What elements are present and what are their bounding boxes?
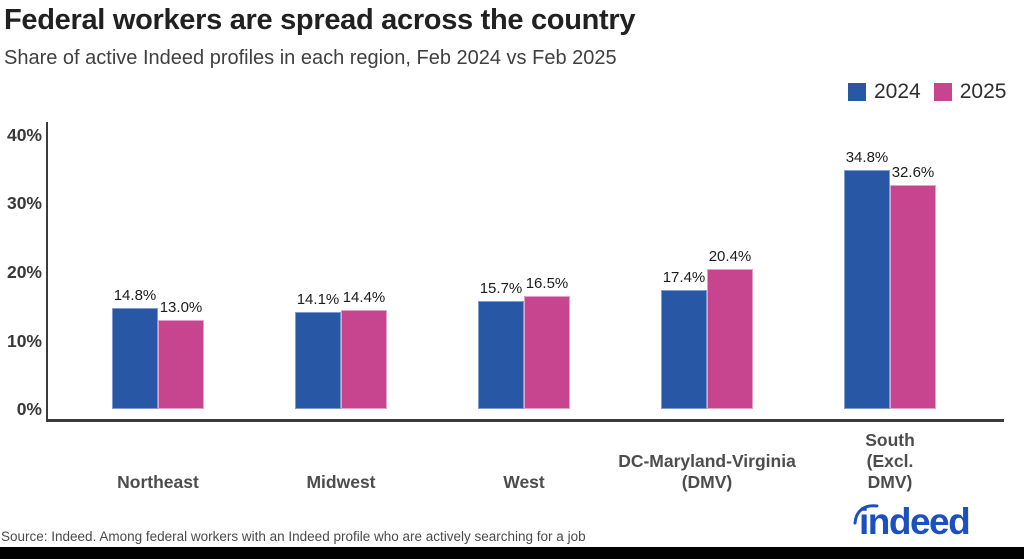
bar-value-label: 14.1% <box>296 291 340 309</box>
legend-item-2025: 2025 <box>933 80 1007 103</box>
bar-2025-dc-maryland-virginia-dmv <box>707 269 753 410</box>
bar-value-label: 16.5% <box>525 274 569 292</box>
category-label-west: West <box>503 472 545 492</box>
y-tick-label: 40% <box>6 124 42 145</box>
bar-value-label: 17.4% <box>662 268 706 286</box>
bar-2025-west <box>524 295 570 410</box>
bar-2024-northeast <box>112 307 158 410</box>
indeed-logo-text: indeed <box>859 501 971 542</box>
bar-value-label: 32.6% <box>891 164 935 182</box>
category-label-midwest: Midwest <box>306 472 376 492</box>
legend-swatch-icon <box>933 82 952 101</box>
bottom-black-bar <box>0 547 1024 559</box>
bar-2025-south-excl-dmv <box>890 185 936 410</box>
y-axis-line <box>46 122 48 420</box>
legend-item-2024: 2024 <box>848 81 921 102</box>
bar-value-label: 20.4% <box>708 248 752 266</box>
bar-2025-midwest <box>341 310 387 410</box>
bar-2024-south-excl-dmv <box>844 170 890 410</box>
page-title: Federal workers are spread across the co… <box>4 4 636 36</box>
legend-swatch-icon <box>848 82 866 101</box>
indeed-logo-arc-icon <box>853 504 879 525</box>
source-note: Source: Indeed. Among federal workers wi… <box>1 529 586 544</box>
bar-value-label: 13.0% <box>159 298 203 316</box>
y-tick-label: 30% <box>6 193 42 214</box>
category-label-south-excl-dmv: South (Excl. DMV) <box>865 430 915 492</box>
bar-2024-dc-maryland-virginia-dmv <box>661 289 707 410</box>
bar-2025-northeast <box>158 319 204 410</box>
bar-value-label: 34.8% <box>845 149 889 167</box>
y-tick-label: 0% <box>16 399 42 420</box>
bar-value-label: 14.4% <box>342 289 386 307</box>
y-tick-label: 10% <box>6 330 42 351</box>
category-label-dc-maryland-virginia-dmv: DC-Maryland-Virginia (DMV) <box>618 451 796 492</box>
bar-value-label: 15.7% <box>479 280 523 298</box>
category-label-northeast: Northeast <box>117 472 199 492</box>
indeed-logo: indeed <box>851 499 1001 547</box>
y-tick-label: 20% <box>6 261 42 282</box>
legend-label: 2025 <box>959 80 1007 103</box>
x-axis-line <box>46 419 1004 422</box>
bar-value-label: 14.8% <box>113 286 157 304</box>
page-subtitle: Share of active Indeed profiles in each … <box>4 47 617 69</box>
legend: 2024 2025 <box>848 81 1006 102</box>
bar-2024-midwest <box>295 312 341 410</box>
bar-2024-west <box>478 301 524 410</box>
legend-label: 2024 <box>874 80 921 103</box>
